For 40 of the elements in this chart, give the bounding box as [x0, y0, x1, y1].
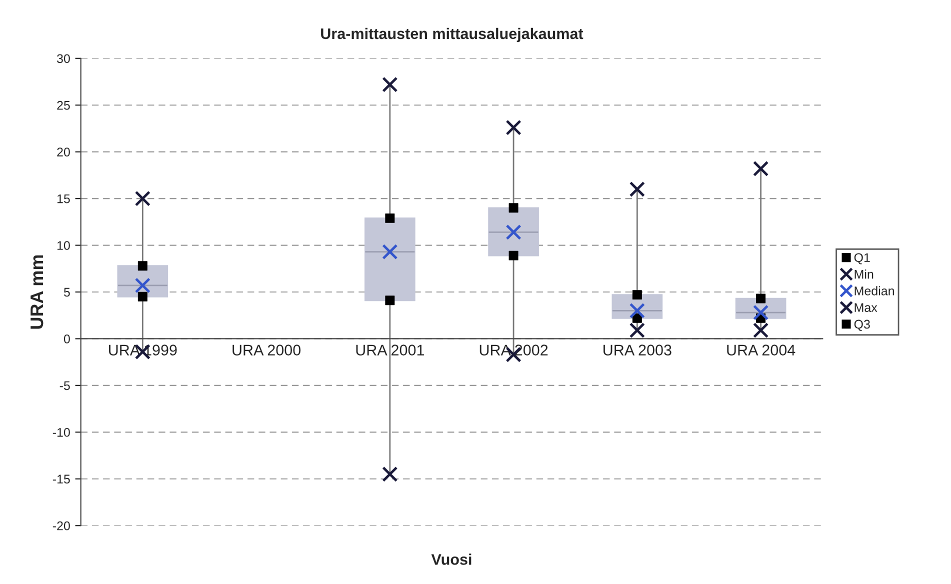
point: [629, 181, 646, 198]
y-tick-label: 0: [64, 334, 70, 344]
y-axis-title: URA mm: [30, 255, 44, 329]
x-tick-label: URA 2001: [356, 344, 424, 356]
legend-label: Min: [854, 270, 874, 279]
y-tick-label: 5: [64, 288, 70, 297]
legend-label: Q3: [854, 320, 870, 331]
y-tick-label: 10: [57, 241, 70, 250]
legend-label: Median: [854, 286, 894, 296]
y-tick-label: 20: [57, 148, 70, 156]
point: [632, 290, 642, 300]
x-tick-label: URA 2004: [727, 344, 796, 356]
x-tick-label: URA 2000: [232, 344, 301, 356]
point: [756, 294, 766, 304]
chart-title: Ura-mittausten mittausaluejakaumat: [321, 28, 584, 42]
y-tick-label: 30: [56, 54, 70, 64]
point: [382, 466, 398, 482]
point: [138, 261, 148, 271]
y-tick-label: 15: [57, 194, 70, 204]
y-tick-label: 25: [57, 100, 70, 110]
point: [134, 190, 150, 206]
x-axis-title: Vuosi: [431, 554, 472, 565]
point: [752, 160, 769, 176]
point: [506, 120, 522, 136]
y-tick-label: -5: [60, 381, 70, 390]
point: [382, 76, 398, 92]
point: [385, 296, 395, 306]
x-tick-label: URA 2003: [604, 344, 672, 356]
point: [508, 250, 518, 260]
y-tick-label: -15: [52, 474, 70, 484]
point: [385, 213, 395, 223]
point: [629, 322, 646, 338]
y-tick-label: -10: [52, 428, 70, 437]
point: [508, 203, 518, 213]
point: [382, 244, 398, 260]
point: [138, 292, 148, 302]
legend-label: Max: [854, 303, 878, 312]
legend-label: Q1: [854, 253, 870, 264]
y-tick-label: -20: [52, 521, 70, 530]
point: [752, 322, 769, 338]
